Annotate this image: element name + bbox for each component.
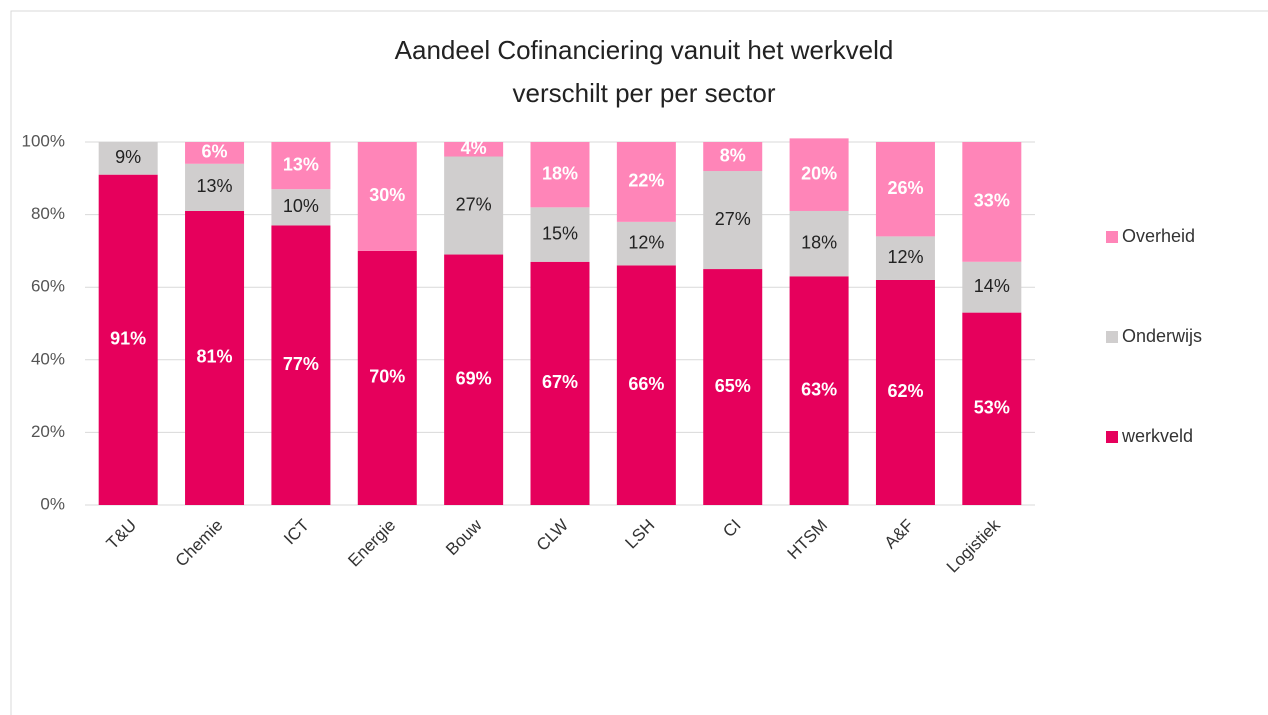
data-label: 10% — [283, 196, 319, 216]
bar-segment — [530, 207, 590, 262]
legend-label: werkveld — [1121, 426, 1193, 446]
data-label: 69% — [456, 369, 492, 389]
data-label: 18% — [542, 163, 578, 183]
legend-label: Overheid — [1122, 226, 1195, 246]
bar-segment — [98, 142, 158, 175]
bar-segment — [444, 142, 504, 157]
data-label: 15% — [542, 223, 578, 243]
chart-title: verschilt per per sector — [513, 78, 776, 108]
y-tick-label: 60% — [31, 277, 65, 296]
bar-segment — [703, 142, 763, 172]
bar-segment — [357, 250, 417, 505]
data-label: 65% — [715, 376, 751, 396]
data-label: 70% — [369, 367, 405, 387]
data-label: 53% — [974, 398, 1010, 418]
y-tick-label: 100% — [22, 131, 65, 150]
bar-segment — [185, 142, 245, 164]
data-label: 91% — [110, 329, 146, 349]
bar-segment — [357, 142, 417, 251]
data-label: 20% — [801, 163, 837, 183]
bar-segment — [789, 210, 849, 277]
bar-segment — [962, 312, 1022, 505]
data-label: 27% — [456, 194, 492, 214]
legend-label: Onderwijs — [1122, 326, 1202, 346]
bar-segment — [616, 221, 676, 266]
bar-segment — [271, 189, 331, 226]
data-label: 9% — [115, 147, 141, 167]
bar-segment — [875, 279, 935, 505]
bar-segment — [530, 261, 590, 505]
bar-segment — [616, 142, 676, 222]
data-label: 30% — [369, 185, 405, 205]
data-label: 81% — [197, 347, 233, 367]
y-tick-label: 20% — [31, 422, 65, 441]
bar-segment — [530, 142, 590, 208]
legend-swatch — [1106, 431, 1118, 443]
data-label: 63% — [801, 379, 837, 399]
data-label: 77% — [283, 354, 319, 374]
chart-title: Aandeel Cofinanciering vanuit het werkve… — [395, 35, 894, 65]
data-label: 67% — [542, 372, 578, 392]
data-label: 12% — [628, 232, 664, 252]
y-tick-label: 80% — [31, 204, 65, 223]
y-tick-label: 0% — [40, 494, 65, 513]
legend-swatch — [1106, 231, 1118, 243]
bar-segment — [185, 210, 245, 505]
bar-segment — [271, 225, 331, 506]
data-label: 6% — [202, 142, 228, 162]
data-label: 66% — [628, 374, 664, 394]
data-label: 14% — [974, 276, 1010, 296]
legend-swatch — [1106, 331, 1118, 343]
bar-segment — [185, 163, 245, 211]
data-label: 8% — [720, 145, 746, 165]
bar-segment — [616, 265, 676, 505]
bar-segment — [703, 171, 763, 270]
data-label: 62% — [887, 381, 923, 401]
bar-segment — [444, 254, 504, 505]
bar-segment — [962, 261, 1022, 313]
bar-segment — [98, 174, 158, 506]
data-label: 27% — [715, 209, 751, 229]
data-label: 18% — [801, 232, 837, 252]
data-label: 33% — [974, 191, 1010, 211]
bar-segment — [875, 236, 935, 280]
data-label: 22% — [628, 171, 664, 191]
data-label: 13% — [283, 154, 319, 174]
bar-segment — [703, 269, 763, 505]
bar-segment — [789, 276, 849, 505]
bar-segment — [962, 142, 1022, 262]
data-label: 13% — [197, 176, 233, 196]
data-label: 26% — [887, 178, 923, 198]
bar-segment — [789, 138, 849, 211]
data-label: 12% — [887, 247, 923, 267]
bar-segment — [875, 142, 935, 237]
bar-segment — [444, 156, 504, 255]
data-label: 4% — [461, 138, 487, 158]
y-tick-label: 40% — [31, 349, 65, 368]
bar-segment — [271, 142, 331, 190]
